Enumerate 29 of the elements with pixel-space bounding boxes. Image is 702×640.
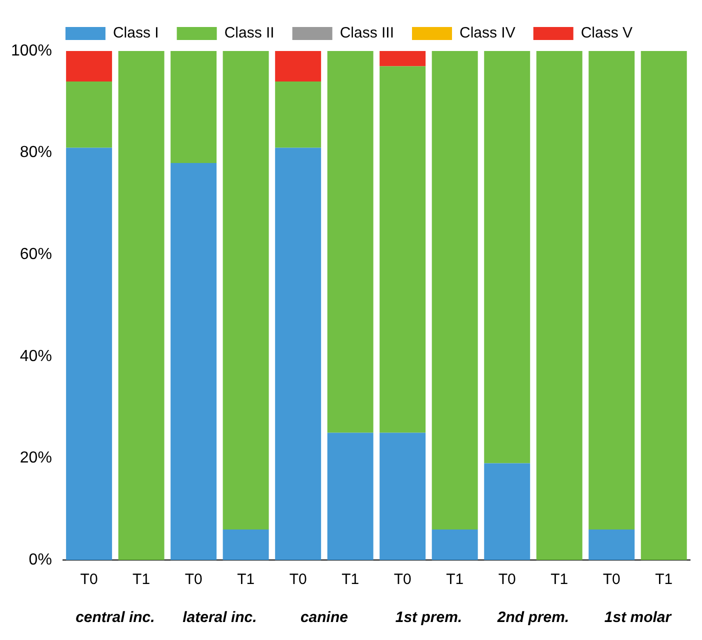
x-tick-label: T1 — [342, 571, 360, 588]
x-tick-label: T1 — [132, 571, 150, 588]
legend-label: Class V — [580, 24, 633, 42]
y-tick-label: 80% — [20, 144, 52, 162]
x-tick-label: T0 — [184, 571, 202, 588]
text: lateral inc. — [182, 609, 257, 626]
y-tick-label: 0% — [28, 551, 52, 568]
text: 1st prem. — [395, 609, 462, 626]
x-tick-label: T1 — [655, 571, 673, 588]
text: central inc. — [76, 609, 155, 626]
y-tick-label: 60% — [20, 246, 52, 264]
x-tick-label: T0 — [394, 571, 412, 588]
y-tick-label: 20% — [20, 450, 52, 467]
x-tick-label: T0 — [602, 571, 620, 588]
legend-label: Class II — [224, 24, 274, 42]
x-tick-label: T0 — [289, 571, 307, 588]
y-tick-label: 40% — [20, 348, 52, 365]
text: canine — [300, 609, 348, 626]
x-tick-label: T0 — [80, 571, 98, 588]
x-tick-label: T0 — [498, 571, 516, 588]
legend-label: Class I — [112, 24, 159, 42]
x-tick-label: T1 — [237, 571, 255, 588]
text: 2nd prem. — [496, 609, 570, 626]
legend-label: Class IV — [460, 24, 516, 42]
x-tick-label: T1 — [550, 571, 568, 588]
text: 1st molar — [604, 609, 672, 626]
legend-label: Class III — [340, 24, 394, 42]
x-tick-label: T1 — [446, 571, 464, 588]
y-tick-label: 100% — [11, 42, 52, 60]
